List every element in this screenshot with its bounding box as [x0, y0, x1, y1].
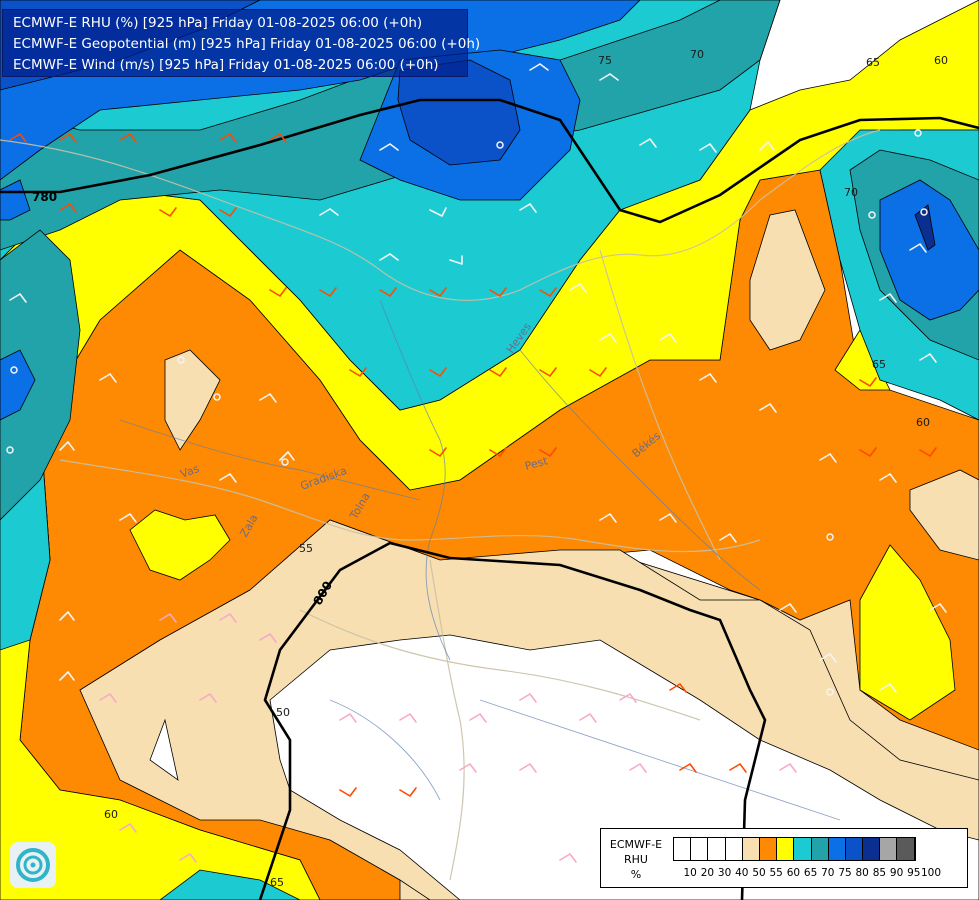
rhu-label-70-b: 70	[844, 186, 858, 199]
rhu-label-65-a: 65	[866, 56, 880, 69]
legend-tick-label: 55	[769, 867, 783, 879]
area-below-50-west	[149, 718, 179, 781]
legend-ticks: 10 20 30 40 50 55 60 65 70 75 80 85 90 95 100	[673, 867, 973, 881]
band-75-80-west	[0, 349, 36, 421]
map-title-panel: ECMWF-E RHU (%) [925 hPa] Friday 01-08-2…	[2, 9, 481, 77]
legend-title-model: ECMWF-E	[609, 838, 663, 851]
legend-tick-label: 95	[907, 867, 921, 879]
legend-swatch	[845, 838, 864, 860]
legend-swatch	[828, 838, 846, 860]
legend-tick-label: 10	[683, 867, 697, 879]
legend-swatch	[742, 838, 760, 860]
geopotential-label-780: 780	[32, 190, 57, 204]
rhu-label-60-a: 60	[916, 416, 930, 429]
wind-barbs	[9, 63, 947, 863]
title-geopotential: ECMWF-E Geopotential (m) [925 hPa] Frida…	[13, 36, 481, 52]
place-pest: Pest	[523, 454, 549, 473]
legend-tick-label: 100	[920, 867, 942, 879]
legend-swatch	[863, 838, 881, 860]
rhu-label-60-b: 60	[104, 808, 118, 821]
borders	[0, 129, 881, 881]
island-60-65-a	[129, 509, 231, 581]
legend-swatch	[777, 838, 795, 860]
rhu-label-65-c: 65	[270, 876, 284, 889]
rhu-label-70-a: 70	[690, 48, 704, 61]
band-75-80-nw	[0, 179, 31, 221]
legend-tick-label: 90	[889, 867, 904, 879]
band-80-85-center	[397, 59, 521, 166]
legend-tick-label: 40	[735, 867, 749, 879]
island-60-65-c	[834, 329, 891, 391]
legend-tick-label: 85	[872, 867, 887, 879]
legend-swatch	[880, 838, 898, 860]
legend-swatch	[674, 838, 692, 860]
rhu-label-50: 50	[276, 706, 290, 719]
legend-tick-label: 70	[821, 867, 835, 879]
title-wind: ECMWF-E Wind (m/s) [925 hPa] Friday 01-0…	[13, 57, 439, 73]
legend-title: ECMWF-E RHU %	[605, 837, 667, 882]
legend-tick-label: 80	[855, 867, 869, 879]
legend-swatches	[673, 837, 916, 861]
legend-tick-label: 30	[717, 867, 732, 879]
legend-swatch	[811, 838, 829, 860]
island-50-55-a	[164, 349, 221, 451]
legend-swatch	[794, 838, 812, 860]
logo-icon	[10, 842, 56, 888]
geopotential-800-contour	[258, 541, 767, 900]
rhu-label-65-b: 65	[872, 358, 886, 371]
legend-swatch	[708, 838, 726, 860]
geopotential-780-contour	[0, 98, 979, 224]
legend-tick-label: 60	[786, 867, 801, 879]
legend-title-variable: RHU	[624, 853, 648, 866]
legend-title-unit: %	[630, 868, 642, 881]
island-50-55-b	[749, 209, 826, 351]
rivers	[119, 299, 841, 821]
band-70-75-west	[0, 229, 81, 521]
legend-tick-label: 65	[803, 867, 818, 879]
place-vas: Vas	[179, 462, 202, 481]
band-65-70-sw	[159, 869, 301, 900]
legend-swatch	[691, 838, 709, 860]
rhu-label-75: 75	[598, 54, 612, 67]
rhu-label-60-c: 60	[934, 54, 948, 67]
rhu-legend: ECMWF-E RHU % 10 20 30 40 50 55 60 65 70 75 80 85 90…	[600, 828, 968, 888]
legend-tick-label: 50	[752, 867, 766, 879]
legend-tick-label: 20	[700, 867, 715, 879]
calm-markers	[6, 129, 928, 696]
legend-swatch	[897, 838, 915, 860]
legend-swatch	[759, 838, 778, 860]
legend-tick-label: 75	[838, 867, 852, 879]
island-60-65-b	[859, 544, 956, 721]
rhu-label-55: 55	[299, 542, 313, 555]
legend-swatch	[725, 838, 743, 860]
title-rhu: ECMWF-E RHU (%) [925 hPa] Friday 01-08-2…	[13, 15, 423, 31]
island-50-55-c	[909, 469, 979, 561]
band-75-80-east	[879, 179, 979, 321]
